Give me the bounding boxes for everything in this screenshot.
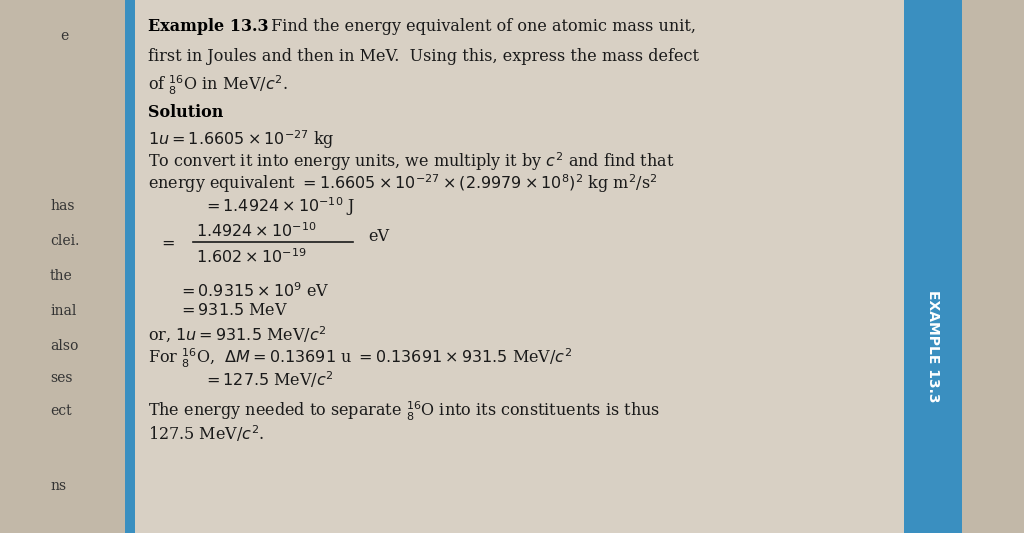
Text: Find the energy equivalent of one atomic mass unit,: Find the energy equivalent of one atomic…	[266, 18, 696, 35]
Text: the: the	[50, 269, 73, 283]
Text: EXAMPLE 13.3: EXAMPLE 13.3	[926, 290, 940, 403]
Bar	[125, 0, 135, 533]
Text: inal: inal	[50, 304, 77, 318]
Text: $= 127.5$ MeV/$c^{2}$: $= 127.5$ MeV/$c^{2}$	[203, 369, 334, 390]
Text: $=$: $=$	[158, 234, 175, 251]
Text: 127.5 MeV/$c^{2}$.: 127.5 MeV/$c^{2}$.	[148, 423, 264, 443]
Text: or, $1u = 931.5$ MeV/$c^{2}$: or, $1u = 931.5$ MeV/$c^{2}$	[148, 325, 327, 345]
Text: eV: eV	[368, 228, 389, 245]
Bar	[904, 0, 962, 533]
Text: ect: ect	[50, 404, 72, 418]
Text: energy equivalent $= 1.6605 \times 10^{-27} \times (2.9979 \times 10^{8})^{2}$ k: energy equivalent $= 1.6605 \times 10^{-…	[148, 172, 657, 195]
Text: $1u = 1.6605 \times 10^{-27}$ kg: $1u = 1.6605 \times 10^{-27}$ kg	[148, 128, 335, 151]
Text: $1.4924\times10^{-10}$: $1.4924\times10^{-10}$	[196, 222, 316, 241]
Text: The energy needed to separate $^{16}_{8}$O into its constituents is thus: The energy needed to separate $^{16}_{8}…	[148, 400, 660, 423]
Text: $= 1.4924 \times 10^{-10}$ J: $= 1.4924 \times 10^{-10}$ J	[203, 195, 355, 217]
Text: also: also	[50, 339, 79, 353]
Text: Solution: Solution	[148, 104, 223, 121]
Text: $= 0.9315 \times 10^{9}$ eV: $= 0.9315 \times 10^{9}$ eV	[178, 282, 330, 301]
Text: Example 13.3: Example 13.3	[148, 18, 268, 35]
Bar	[962, 0, 1024, 533]
Text: $1.602\times10^{-19}$: $1.602\times10^{-19}$	[196, 248, 307, 266]
Text: $= 931.5$ MeV: $= 931.5$ MeV	[178, 302, 288, 319]
Text: has: has	[50, 199, 75, 213]
Bar	[131, 0, 904, 533]
Text: To convert it into energy units, we multiply it by $c^{2}$ and find that: To convert it into energy units, we mult…	[148, 150, 675, 173]
Text: ns: ns	[50, 479, 67, 493]
Text: For $^{16}_{8}$O,  $\Delta M = 0.13691$ u $= 0.13691\times931.5$ MeV/$c^{2}$: For $^{16}_{8}$O, $\Delta M = 0.13691$ u…	[148, 347, 572, 370]
Text: ses: ses	[50, 371, 73, 385]
Text: clei.: clei.	[50, 234, 80, 248]
Text: first in Joules and then in MeV.  Using this, express the mass defect: first in Joules and then in MeV. Using t…	[148, 48, 699, 65]
Text: of $^{16}_{8}$O in MeV/$c^{2}$.: of $^{16}_{8}$O in MeV/$c^{2}$.	[148, 74, 288, 97]
Text: e: e	[60, 29, 69, 43]
